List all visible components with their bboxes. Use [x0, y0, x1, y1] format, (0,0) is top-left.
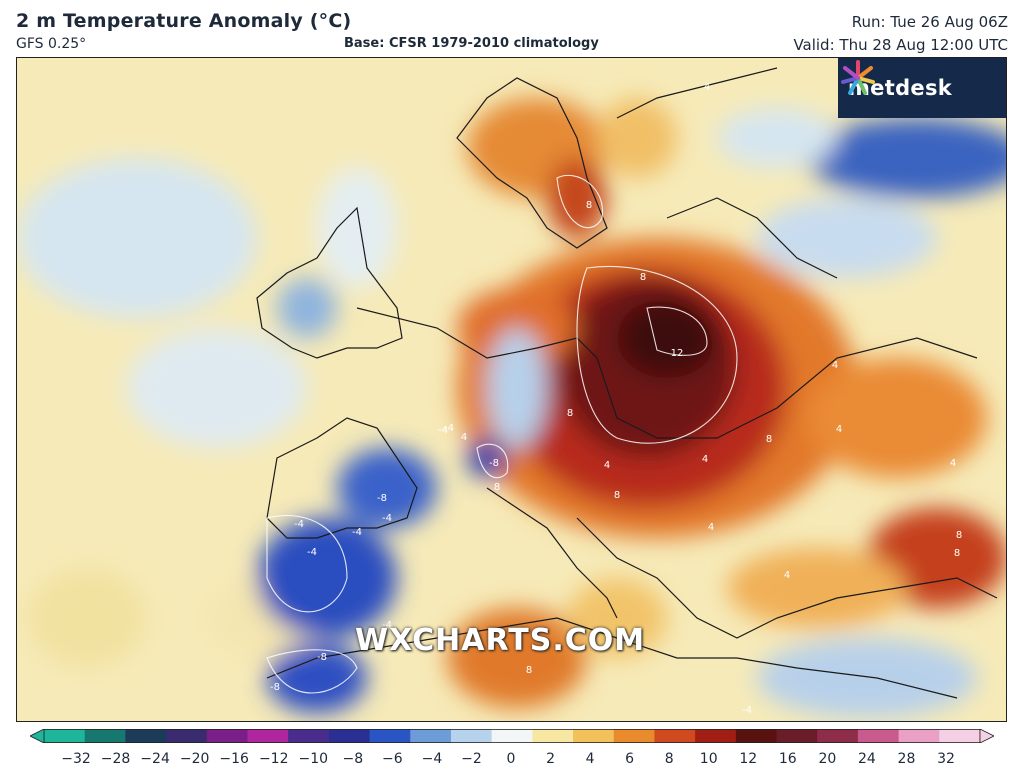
legend-color-swatch [817, 729, 859, 743]
legend-tick-label: −20 [179, 751, 210, 767]
contour-label: 8 [956, 530, 962, 541]
legend-color-swatch [491, 729, 533, 743]
contour-label: 4 [461, 432, 467, 443]
contour-label: 8 [567, 408, 573, 419]
contour-label: -4 [438, 425, 448, 436]
model-label: GFS 0.25° [16, 36, 87, 52]
valid-time-label: Valid: Thu 28 Aug 12:00 UTC [793, 36, 1008, 54]
contour-label: -4 [742, 705, 752, 716]
contour-label: -4 [382, 513, 392, 524]
legend-color-swatch [573, 729, 615, 743]
contour-label: -8 [377, 493, 387, 504]
contour-label: 8 [766, 434, 772, 445]
contour-labels: 8 12 8 4 8 8 4 4 8 4 4 8 -4 -4 -4 -4 -8 … [270, 82, 962, 716]
legend-color-swatch [857, 729, 900, 743]
base-climatology-label: Base: CFSR 1979-2010 climatology [344, 36, 599, 51]
legend-tick-label: −10 [298, 751, 329, 767]
contour-label: 4 [836, 424, 842, 435]
color-legend-bar [30, 729, 994, 743]
contour-label: 4 [832, 360, 838, 371]
legend-color-swatch [84, 729, 126, 743]
contour-label: -4 [307, 547, 317, 558]
contour-label: 8 [954, 548, 960, 559]
legend-tick-label: 28 [897, 751, 916, 767]
contour-label: -4 [294, 519, 304, 530]
legend-color-swatch [654, 729, 696, 743]
contour-label: 8 [614, 490, 620, 501]
metdesk-logo: metdesk [838, 58, 1006, 118]
legend-color-swatch [410, 729, 452, 743]
legend-tick-label: 24 [857, 751, 876, 767]
legend-tick-label: −2 [461, 751, 482, 767]
legend-color-swatch [776, 729, 818, 743]
contour-label: 4 [950, 458, 956, 469]
legend-color-swatch [125, 729, 167, 743]
legend-tick-label: 12 [739, 751, 758, 767]
contour-label: 8 [494, 482, 500, 493]
contour-label: 12 [671, 348, 684, 359]
legend-color-swatch [44, 729, 86, 743]
legend-tick-label: −6 [382, 751, 403, 767]
legend-tick-label: 16 [778, 751, 797, 767]
legend-tick-label: −8 [342, 751, 364, 767]
legend-tick-label: 8 [664, 751, 674, 767]
legend-color-swatch [695, 729, 737, 743]
run-time-label: Run: Tue 26 Aug 06Z [851, 13, 1008, 31]
legend-color-swatch [247, 729, 289, 743]
legend-tick-label: −4 [421, 751, 443, 767]
legend-color-swatch [735, 729, 778, 743]
legend-color-swatch [166, 729, 208, 743]
legend-tick-label: 10 [699, 751, 718, 767]
legend-tick-label: 6 [625, 751, 635, 767]
contour-label: 8 [526, 665, 532, 676]
legend-arrow-right-icon [979, 729, 994, 743]
legend-color-swatch [613, 729, 655, 743]
legend-color-swatch [206, 729, 248, 743]
legend-tick-label: −28 [100, 751, 131, 767]
legend-tick-label: −24 [140, 751, 170, 767]
contour-label: 4 [784, 570, 790, 581]
contour-label: -8 [317, 652, 327, 663]
contour-label: -8 [489, 458, 499, 469]
legend-tick-label: 2 [546, 751, 555, 767]
legend-color-swatch [369, 729, 411, 743]
legend-color-swatch [939, 729, 981, 743]
contour-label: 4 [702, 454, 708, 465]
legend-tick-label: −16 [219, 751, 249, 767]
contour-label: 8 [586, 200, 592, 211]
contour-label: -4 [444, 423, 454, 434]
anomaly-map-canvas: 8 12 8 4 8 8 4 4 8 4 4 8 -4 -4 -4 -4 -8 … [17, 58, 1006, 721]
contour-label: -4 [382, 620, 392, 631]
legend-tick-label: 32 [937, 751, 955, 767]
legend-color-swatch [898, 729, 940, 743]
legend-tick-label: 4 [585, 751, 595, 767]
color-legend-ticks: −32 −28 −24 −20 −16 −12 −10 −8 −6 −4 −2 0 2 4 6 8 10 12 16… [0, 745, 1024, 775]
contour-label: 8 [640, 272, 646, 283]
contour-label: 4 [604, 460, 610, 471]
contour-label: -8 [270, 682, 280, 693]
legend-tick-label: 0 [506, 751, 516, 767]
legend-color-swatch [328, 729, 371, 743]
chart-title: 2 m Temperature Anomaly (°C) [16, 10, 352, 32]
legend-arrow-left-icon [30, 729, 45, 743]
legend-tick-label: 20 [818, 751, 837, 767]
legend-tick-label: −32 [61, 751, 91, 767]
contour-label: 4 [708, 522, 714, 533]
legend-color-swatch [532, 729, 574, 743]
legend-color-swatch [450, 729, 493, 743]
contour-label: 4 [704, 82, 710, 93]
legend-color-swatch [288, 729, 330, 743]
legend-tick-label: −12 [258, 751, 289, 767]
contour-label: -4 [352, 527, 362, 538]
wxcharts-watermark: WXCHARTS.COM [355, 623, 646, 658]
anomaly-map: 8 12 8 4 8 8 4 4 8 4 4 8 -4 -4 -4 -4 -8 … [16, 57, 1007, 722]
metdesk-logo-icon [841, 60, 875, 95]
